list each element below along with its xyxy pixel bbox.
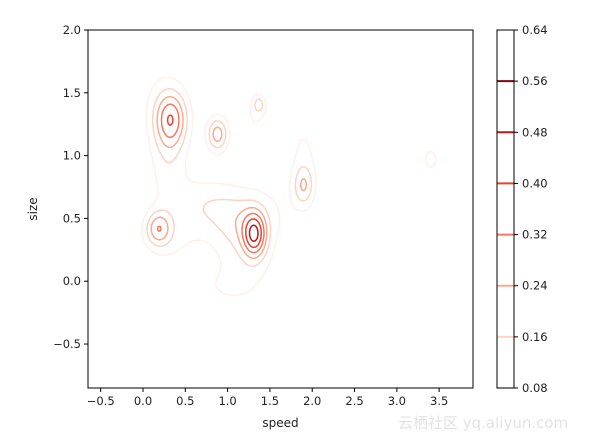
colorbar-tick-label: 0.48: [522, 125, 548, 139]
y-axis: −0.5 0.0 0.5 1.0 1.5 2.0: [53, 23, 88, 351]
contour-level-0-08: [141, 76, 437, 297]
x-tick-label: 3.5: [430, 394, 448, 408]
y-tick-label: 0.0: [63, 274, 81, 288]
colorbar-frame: [496, 29, 515, 389]
watermark-text: 云栖社区 yq.aliyun.com: [398, 414, 568, 432]
colorbar-tick-label: 0.40: [522, 176, 548, 190]
x-tick-label: 2.5: [345, 394, 363, 408]
contour-level-0-48: [248, 224, 259, 243]
y-tick-label: 0.5: [63, 211, 81, 225]
contour-lines: [141, 76, 437, 297]
colorbar-tick-label: 0.24: [522, 279, 548, 293]
x-tick-label: 2.0: [303, 394, 321, 408]
colorbar: 0.08 0.16 0.24 0.32 0.40 0.48 0.56 0.64: [496, 23, 548, 395]
y-axis-label: size: [26, 197, 40, 220]
colorbar-tick-label: 0.56: [522, 74, 548, 88]
colorbar-tick-label: 0.16: [522, 330, 548, 344]
x-axis: −0.5 0.0 0.5 1.0 1.5 2.0 2.5 3.0 3.5: [87, 388, 448, 408]
y-tick-label: 1.0: [63, 149, 81, 163]
x-tick-label: 1.5: [261, 394, 279, 408]
y-tick-label: −0.5: [53, 337, 81, 351]
contour-level-0-16: [146, 88, 313, 267]
y-tick-label: 2.0: [63, 23, 81, 37]
contour-level-0-24: [150, 95, 308, 260]
x-tick-label: −0.5: [87, 394, 115, 408]
x-tick-label: 1.0: [218, 394, 236, 408]
colorbar-tick-label: 0.64: [522, 23, 548, 37]
x-tick-label: 0.0: [134, 394, 152, 408]
x-tick-label: 0.5: [176, 394, 194, 408]
x-axis-label: speed: [262, 416, 298, 430]
contour-level-0-32: [156, 103, 265, 254]
x-tick-label: 3.0: [388, 394, 406, 408]
plot-area-frame: [87, 29, 474, 389]
colorbar-tick-label: 0.32: [522, 228, 548, 242]
y-tick-label: 1.5: [63, 86, 81, 100]
contour-level-0-4: [166, 114, 263, 249]
colorbar-tick-label: 0.08: [522, 381, 548, 395]
